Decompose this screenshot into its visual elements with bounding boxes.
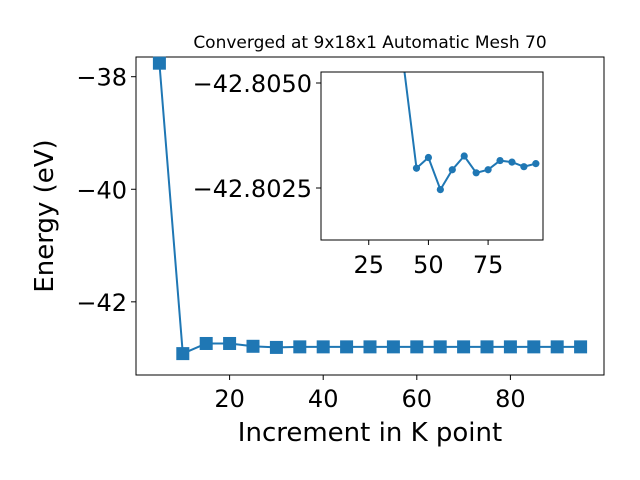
x-axis-label: Increment in K point — [238, 418, 502, 448]
inset-data-point — [424, 153, 433, 162]
main-data-point — [223, 336, 237, 350]
inset-data-point — [532, 160, 540, 168]
main-axes: 20 40 60 80 −42 −40 −38 Converged at 9x18x1 A… — [30, 33, 605, 448]
main-y-tick-label: −40 — [76, 176, 127, 204]
main-x-ticks: 20 40 60 80 — [214, 375, 526, 413]
main-data-point — [316, 340, 330, 354]
inset-y-tick-label: −42.8025 — [193, 175, 312, 203]
inset-data-point — [448, 166, 456, 174]
main-data-point — [293, 340, 307, 354]
main-y-tick-label: −38 — [76, 64, 127, 92]
inset-y-tick-label: −42.8050 — [193, 70, 312, 98]
inset-data-point — [436, 186, 444, 194]
inset-plot-frame — [320, 71, 544, 241]
main-x-tick-label: 60 — [402, 385, 433, 413]
main-y-tick-label: −42 — [76, 289, 127, 317]
main-data-point — [386, 340, 400, 354]
main-data-point — [269, 340, 283, 354]
inset-x-tick-label: 75 — [473, 251, 504, 279]
main-plot-frame — [135, 56, 605, 376]
main-data-point — [410, 340, 424, 354]
main-data-point — [503, 340, 517, 354]
y-axis-label: Energy (eV) — [30, 139, 60, 292]
main-data-point — [550, 340, 564, 354]
inset-x-tick-label: 25 — [353, 251, 384, 279]
main-x-tick-label: 80 — [495, 385, 526, 413]
inset-data-point — [496, 156, 504, 165]
main-data-point — [152, 56, 166, 70]
inset-series — [403, 72, 540, 194]
inset-x-ticks: 25 50 75 — [353, 240, 503, 279]
main-data-point — [363, 340, 377, 354]
inset-y-ticks: −42.8025 −42.8050 — [193, 70, 321, 203]
main-data-point — [480, 340, 494, 354]
main-data-point — [176, 347, 190, 361]
main-x-tick-label: 20 — [214, 385, 245, 413]
inset-axes: 25 50 75 −42.8025 −42.8050 — [193, 70, 544, 279]
main-data-point — [199, 336, 213, 350]
main-x-tick-label: 40 — [308, 385, 339, 413]
main-data-point — [527, 340, 541, 354]
chart-title: Converged at 9x18x1 Automatic Mesh 70 — [193, 33, 546, 53]
main-data-point — [246, 339, 260, 353]
main-data-point — [433, 340, 447, 354]
main-data-point — [574, 340, 588, 354]
inset-x-tick-label: 50 — [413, 251, 444, 279]
main-series — [152, 56, 588, 361]
main-data-point — [457, 340, 471, 354]
inset-data-point — [412, 164, 421, 172]
inset-data-point — [472, 169, 480, 177]
inset-data-point — [460, 152, 468, 160]
inset-data-point — [508, 158, 516, 166]
inset-data-point — [520, 163, 528, 171]
inset-data-point — [484, 166, 492, 174]
main-data-point — [340, 340, 354, 354]
main-y-ticks: −42 −40 −38 — [76, 64, 136, 317]
inset-background — [321, 72, 543, 240]
